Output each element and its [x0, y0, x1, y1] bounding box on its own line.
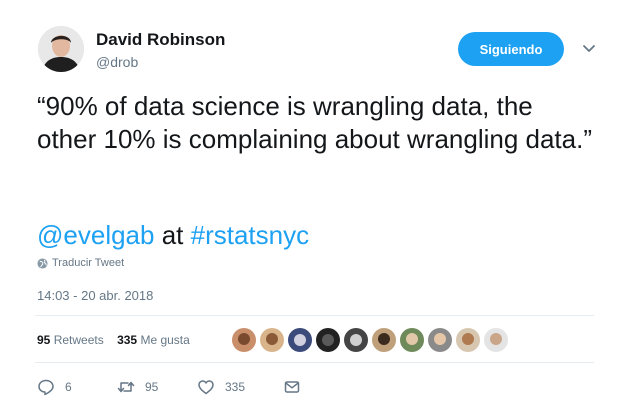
liker-avatar[interactable]: [315, 327, 341, 353]
author-name[interactable]: David Robinson: [96, 30, 226, 49]
like-button[interactable]: 335: [197, 378, 283, 396]
reply-count: 6: [65, 380, 72, 394]
liker-avatar[interactable]: [483, 327, 509, 353]
tweet-text: “90% of data science is wrangling data, …: [37, 91, 593, 154]
retweet-button[interactable]: 95: [117, 378, 197, 396]
divider-bottom: [35, 362, 594, 363]
liker-avatar[interactable]: [259, 327, 285, 353]
divider-top: [35, 315, 594, 316]
likes-count: 335: [117, 333, 138, 347]
retweets-label: Retweets: [53, 333, 104, 347]
tweet-stats: 95 Retweets 335 Me gusta: [37, 333, 200, 347]
liker-avatars: [231, 327, 511, 353]
retweets-stat[interactable]: 95 Retweets: [37, 333, 104, 347]
liker-avatar[interactable]: [427, 327, 453, 353]
like-count: 335: [225, 380, 246, 394]
liker-avatar[interactable]: [231, 327, 257, 353]
liker-avatar[interactable]: [455, 327, 481, 353]
likes-label: Me gusta: [140, 333, 190, 347]
tweet-timestamp[interactable]: 14:03 - 20 abr. 2018: [37, 288, 154, 303]
retweet-icon: [117, 381, 135, 393]
mention-link[interactable]: @evelgab: [37, 220, 155, 250]
tweet-actions: 6 95 335: [37, 377, 301, 397]
author-handle[interactable]: @drob: [96, 54, 139, 70]
likes-stat[interactable]: 335 Me gusta: [117, 333, 190, 347]
translate-tweet-link[interactable]: Traducir Tweet: [37, 257, 124, 269]
tweet-connector: at: [154, 220, 191, 250]
liker-avatar[interactable]: [371, 327, 397, 353]
hashtag-link[interactable]: #rstatsnyc: [190, 220, 310, 250]
globe-icon: [37, 257, 48, 269]
tweet-links: @evelgab at #rstatsnyc: [37, 219, 309, 252]
retweet-count: 95: [145, 380, 159, 394]
liker-avatar[interactable]: [399, 327, 425, 353]
liker-avatar[interactable]: [287, 327, 313, 353]
chevron-down-icon[interactable]: [580, 42, 598, 56]
heart-icon: [198, 380, 214, 395]
reply-icon: [38, 379, 54, 396]
reply-button[interactable]: 6: [37, 378, 117, 396]
direct-message-button[interactable]: [283, 378, 301, 396]
retweets-count: 95: [37, 333, 51, 347]
liker-avatar[interactable]: [343, 327, 369, 353]
following-button[interactable]: Siguiendo: [458, 32, 564, 66]
translate-label: Traducir Tweet: [52, 257, 125, 269]
author-avatar[interactable]: [38, 26, 84, 72]
envelope-icon: [284, 381, 300, 393]
